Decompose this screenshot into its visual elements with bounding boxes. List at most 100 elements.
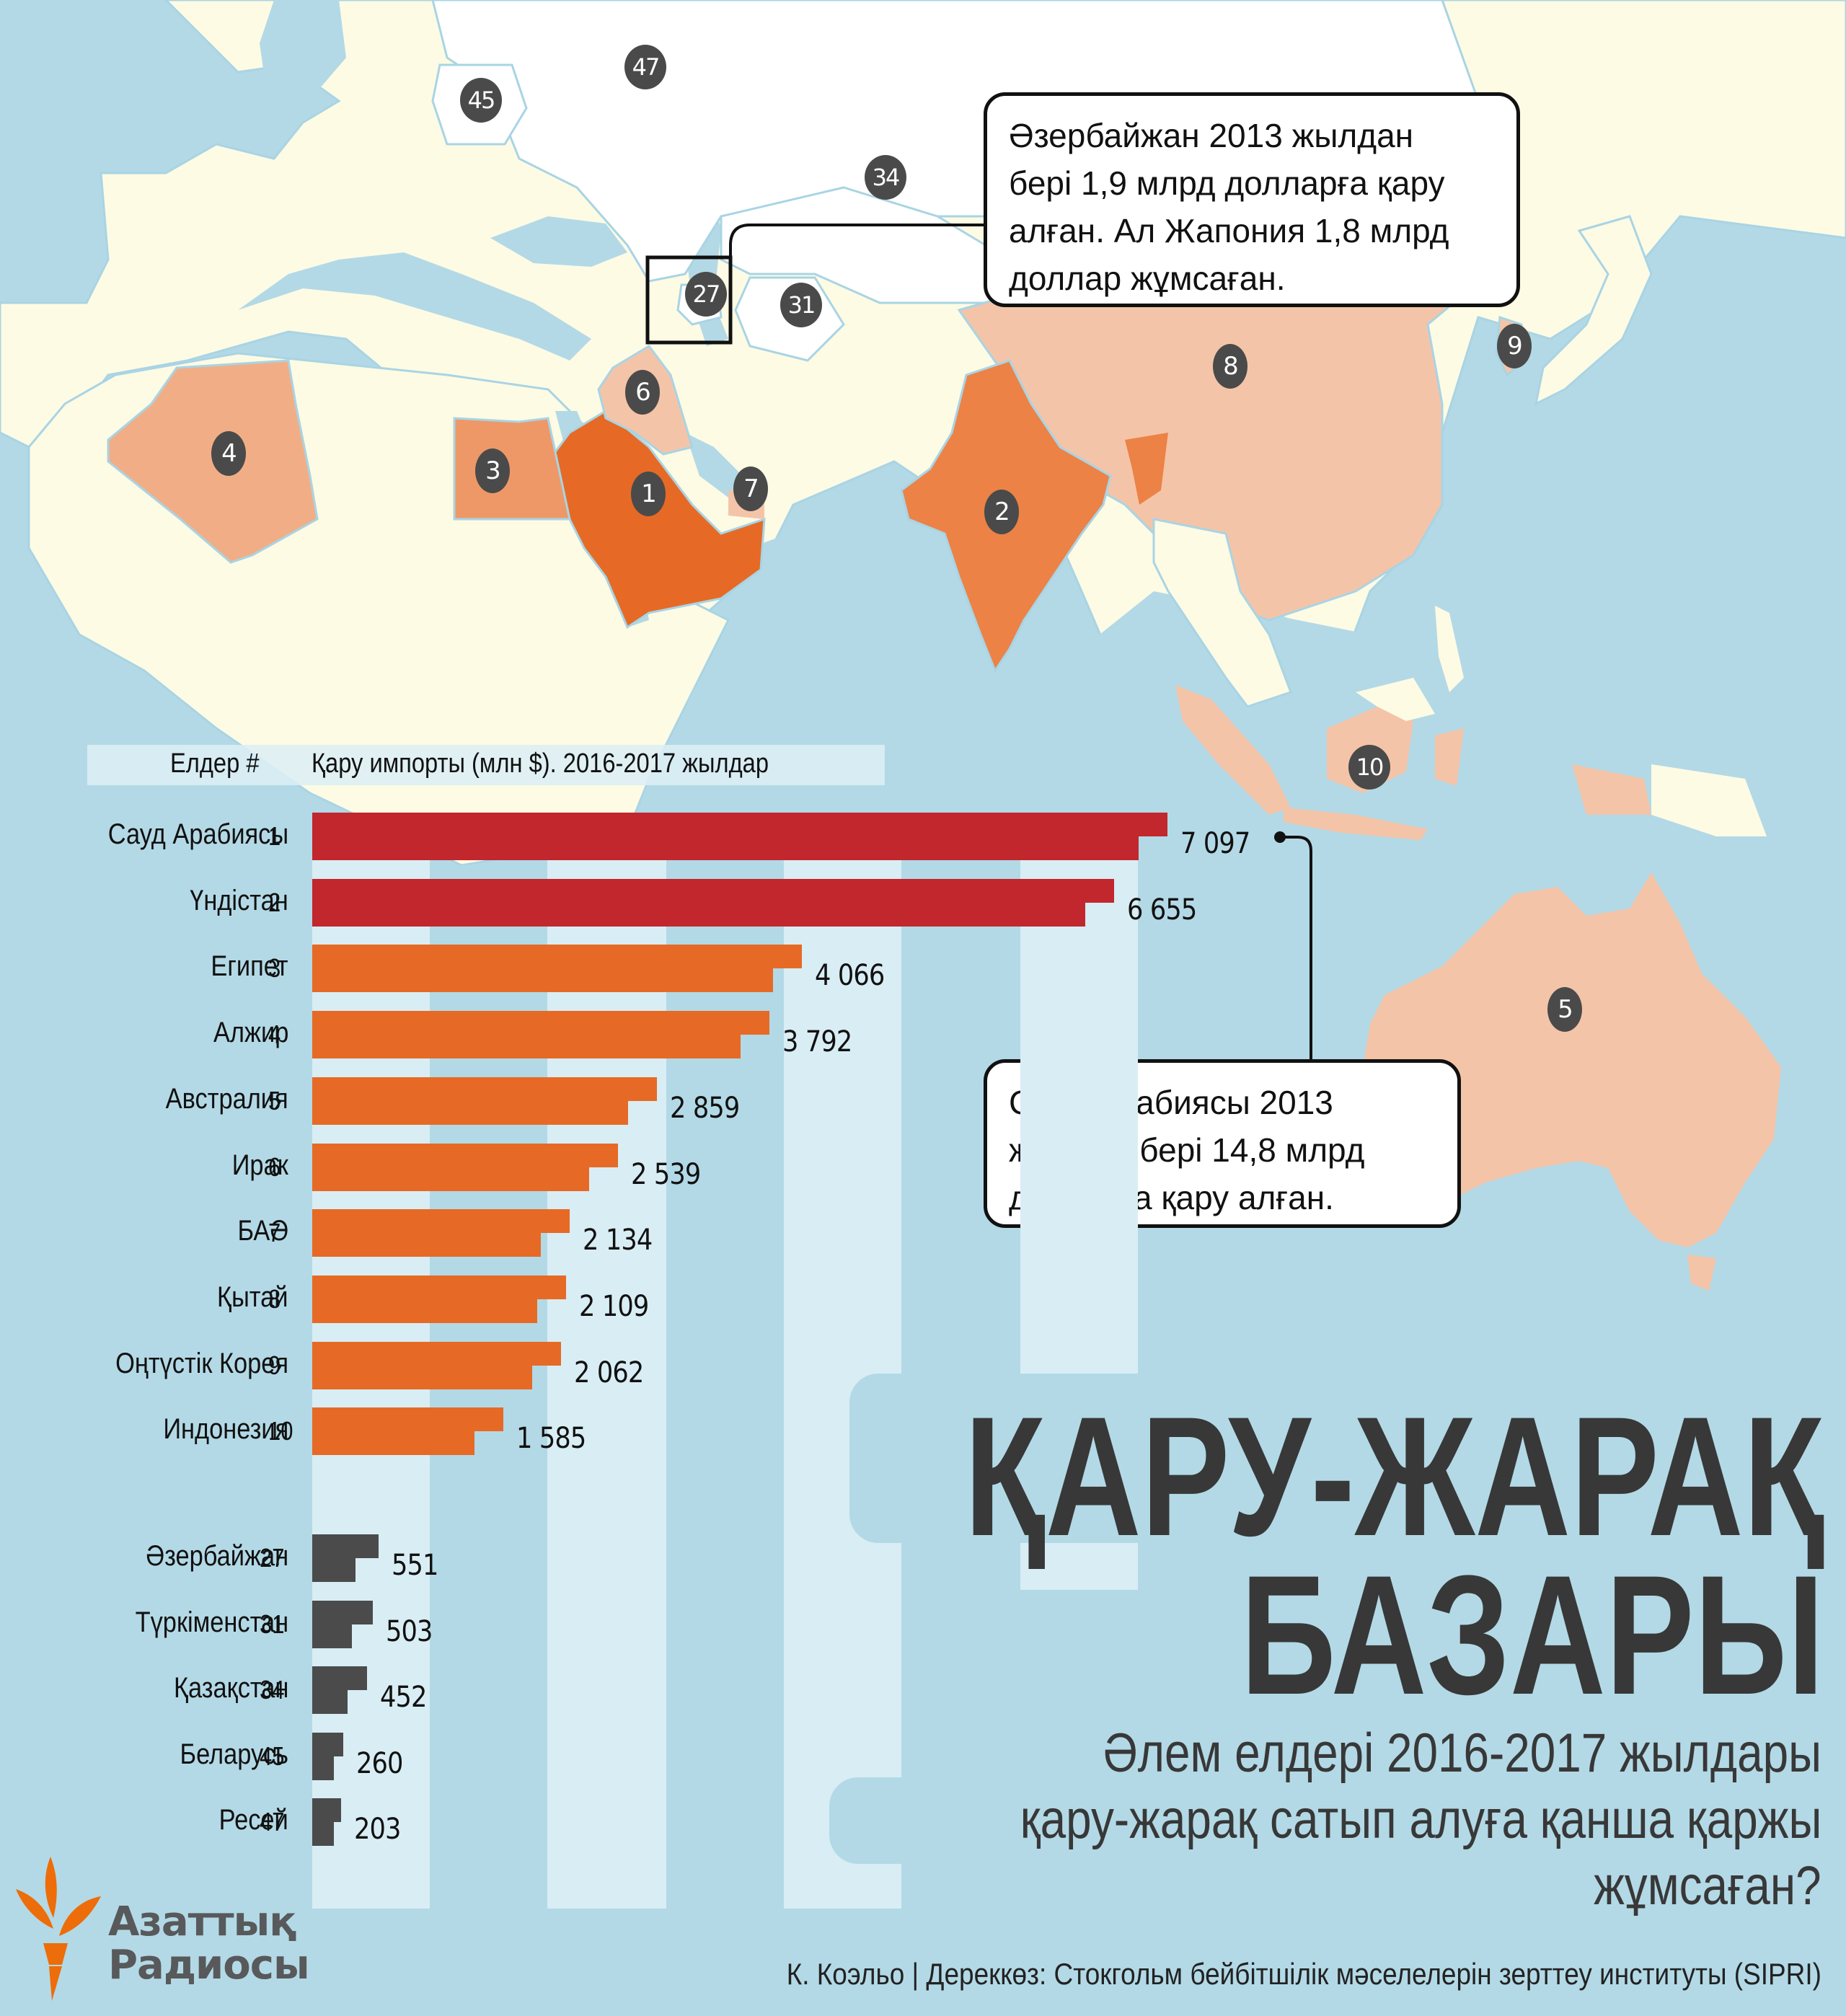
bar-upper: [312, 813, 1167, 836]
bar-lower: [312, 1822, 334, 1846]
australia-land: [1363, 872, 1781, 1247]
bar-value: 203: [354, 1813, 401, 1846]
title-line-1: ҚАРУ-ЖАРАҚ: [964, 1381, 1824, 1572]
bar-upper: [312, 1209, 570, 1234]
bar-upper: [312, 1798, 341, 1822]
india-northeast-land: [1125, 433, 1168, 505]
map-marker-rank-2: 2: [984, 490, 1019, 534]
indonesia-java: [1284, 808, 1428, 840]
bar-lower: [312, 1233, 541, 1257]
logo-line-1: Азаттық: [108, 1898, 296, 1945]
bar-lower: [312, 836, 1139, 860]
chart-stripe: [312, 815, 430, 1590]
bar-value: 260: [356, 1746, 403, 1780]
country-label: Индонезия: [163, 1413, 288, 1446]
torch-logo-icon: [16, 1857, 101, 2001]
country-label: Түркіменстан: [135, 1606, 288, 1638]
country-label: Қытай: [217, 1281, 288, 1313]
bar-upper: [312, 1341, 561, 1366]
chart-stripe: [547, 815, 666, 1590]
map-marker-rank-9: 9: [1497, 324, 1532, 368]
bar-upper: [312, 1732, 344, 1756]
callout-saudi-connector: [1280, 836, 1312, 1059]
egypt-land: [453, 417, 571, 521]
indonesia-sulawesi: [1435, 728, 1464, 786]
subtitle-line-3: жұмсаған?: [1594, 1855, 1821, 1916]
map-marker-rank-47: 47: [624, 45, 666, 89]
bar-lower: [312, 1624, 352, 1648]
country-rank: 27: [260, 1543, 285, 1573]
bar-upper: [312, 1534, 379, 1558]
country-rank: 31: [260, 1609, 285, 1639]
bar-value: 2 859: [669, 1091, 740, 1125]
kazakhstan-land: [720, 186, 1011, 304]
map-marker-rank-34: 34: [865, 155, 906, 200]
map-marker-rank-6: 6: [625, 370, 660, 415]
country-rank: 5: [268, 1085, 281, 1115]
azerbaijan-highlight-box: [645, 255, 733, 345]
country-label: Австралия: [166, 1082, 288, 1115]
bar-lower: [312, 1756, 334, 1780]
country-label: Қазақстан: [173, 1672, 288, 1704]
bar-value: 1 585: [516, 1422, 586, 1456]
bar-lower: [312, 1100, 628, 1125]
baltic-sea: [260, 0, 346, 108]
country-label: БАӘ: [237, 1215, 288, 1247]
country-rank: 7: [268, 1218, 281, 1248]
chart-header-strip: [87, 745, 885, 785]
borneo-north: [1356, 678, 1435, 721]
bar-lower: [312, 1558, 355, 1582]
country-rank: 2: [268, 887, 281, 917]
chart-header-countries: Елдер #: [170, 748, 260, 779]
country-label: Әзербайжан: [146, 1540, 288, 1572]
country-label: Алжир: [213, 1017, 288, 1049]
country-rank: 3: [268, 953, 281, 983]
map-marker-rank-31: 31: [780, 283, 822, 327]
bar-lower: [312, 1365, 532, 1389]
bar-upper: [312, 945, 803, 969]
chart-header-metric: Қару импорты (млн $). 2016-2017 жылдар: [312, 748, 769, 779]
bar-upper: [312, 1407, 503, 1432]
bar-lower: [312, 968, 774, 993]
map-marker-rank-8: 8: [1213, 344, 1247, 389]
chart-stripe: [547, 1512, 666, 1909]
bar-value: 2 134: [582, 1224, 653, 1257]
bar-lower: [312, 1035, 741, 1059]
country-label: Беларусь: [180, 1738, 288, 1770]
bar-lower: [312, 1167, 590, 1191]
indonesia-sumatra: [1175, 685, 1291, 815]
bar-lower: [312, 1690, 348, 1714]
philippines-land: [1435, 606, 1464, 692]
southeast-asia-land: [1152, 518, 1292, 708]
persian-gulf: [685, 433, 743, 498]
bar-value: 551: [392, 1549, 438, 1582]
subtitle-line-1: Әлем елдері 2016-2017 жылдары: [1103, 1723, 1821, 1784]
bar-value: 2 109: [579, 1289, 649, 1323]
country-rank: 1: [268, 821, 281, 851]
bar-value: 6 655: [1127, 893, 1197, 927]
bar-lower: [312, 1431, 474, 1456]
country-rank: 4: [268, 1020, 281, 1050]
subtitle-card: [829, 1777, 1839, 1864]
callout-azerbaijan: Әзербайжан 2013 жылдан бері 1,9 млрд дол…: [984, 92, 1520, 307]
source-credit: К. Коэльо | Дереккөз: Стокгольм бейбітші…: [786, 1957, 1821, 1991]
map-marker-rank-4: 4: [211, 431, 246, 476]
map-marker-rank-10: 10: [1348, 745, 1390, 790]
papua-new-guinea: [1651, 764, 1767, 836]
country-rank: 10: [268, 1416, 293, 1446]
bar-value: 503: [386, 1614, 433, 1648]
bar-upper: [312, 1666, 367, 1690]
map-marker-rank-45: 45: [460, 78, 502, 123]
bar-upper: [312, 1011, 769, 1035]
tasmania-land: [1687, 1255, 1716, 1291]
title-line-2: БАЗАРЫ: [1240, 1540, 1824, 1730]
bar-upper: [312, 1076, 657, 1101]
bar-value: 2 539: [631, 1157, 701, 1191]
country-label: Оңтүстік Корея: [115, 1347, 288, 1379]
country-label: Ирак: [231, 1149, 288, 1181]
map-marker-rank-5: 5: [1547, 987, 1582, 1032]
bar-upper: [312, 1143, 619, 1167]
bar-value: 4 066: [815, 959, 885, 993]
bar-upper: [312, 1600, 374, 1624]
black-sea: [490, 216, 627, 267]
